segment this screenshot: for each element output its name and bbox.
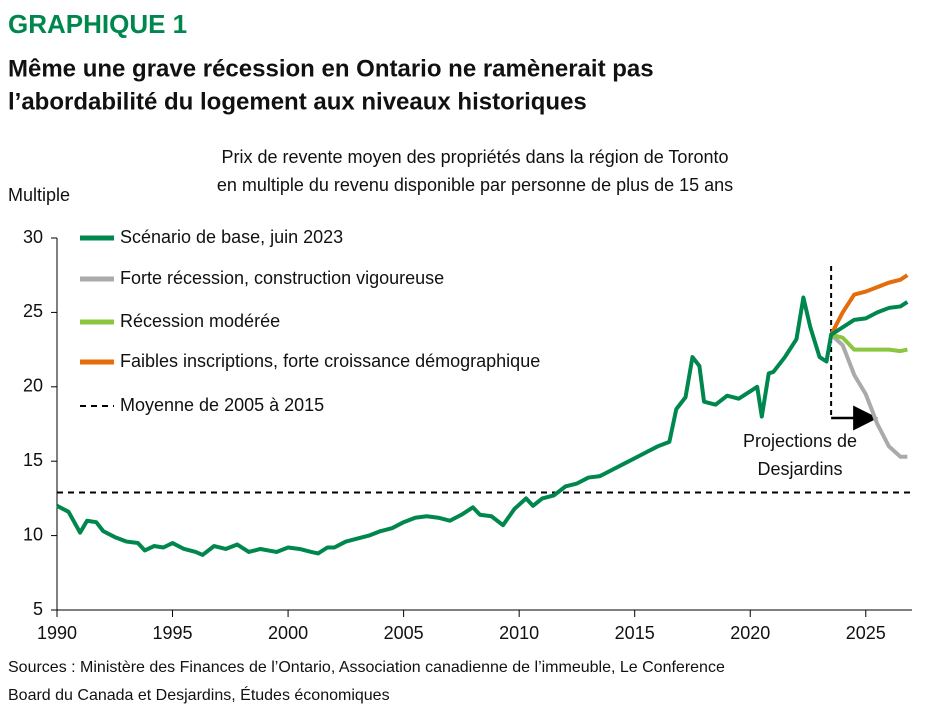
source: Sources : Ministère des Finances de l’On…: [8, 659, 725, 676]
y-tick-label: 5: [33, 599, 43, 619]
x-tick-label: 1990: [37, 623, 77, 643]
legend-label: Faibles inscriptions, forte croissance d…: [120, 351, 540, 371]
chart-title: Même une grave récession en Ontario ne r…: [8, 55, 654, 82]
y-tick-label: 10: [23, 524, 43, 544]
x-tick-label: 2020: [730, 623, 770, 643]
source: Board du Canada et Desjardins, Études éc…: [8, 685, 390, 704]
x-tick-label: 1995: [153, 623, 193, 643]
y-tick-label: 20: [23, 376, 43, 396]
subtitle: en multiple du revenu disponible par per…: [217, 175, 733, 195]
series-line: [829, 273, 909, 336]
x-tick-label: 2025: [846, 623, 886, 643]
annotation: Projections de: [743, 431, 857, 451]
y-tick-label: 25: [23, 301, 43, 321]
subtitle: Prix de revente moyen des propriétés dan…: [222, 147, 729, 167]
x-tick-label: 2000: [268, 623, 308, 643]
chart-label: GRAPHIQUE 1: [8, 9, 187, 39]
annotation: Desjardins: [757, 459, 842, 479]
series-line: [829, 333, 908, 459]
y-tick-label: 15: [23, 450, 43, 470]
legend-label: Moyenne de 2005 à 2015: [120, 395, 324, 415]
series-line: [830, 332, 908, 354]
legend-label: Forte récession, construction vigoureuse: [120, 268, 444, 288]
legend-label: Récession modérée: [120, 311, 280, 331]
x-tick-label: 2015: [615, 623, 655, 643]
x-tick-label: 2010: [499, 623, 539, 643]
chart-title: l’abordabilité du logement aux niveaux h…: [8, 88, 587, 115]
series-line: [56, 295, 909, 557]
y-axis-label: Multiple: [8, 185, 70, 205]
legend-label: Scénario de base, juin 2023: [120, 227, 343, 247]
y-tick-label: 30: [23, 227, 43, 247]
x-tick-label: 2005: [384, 623, 424, 643]
